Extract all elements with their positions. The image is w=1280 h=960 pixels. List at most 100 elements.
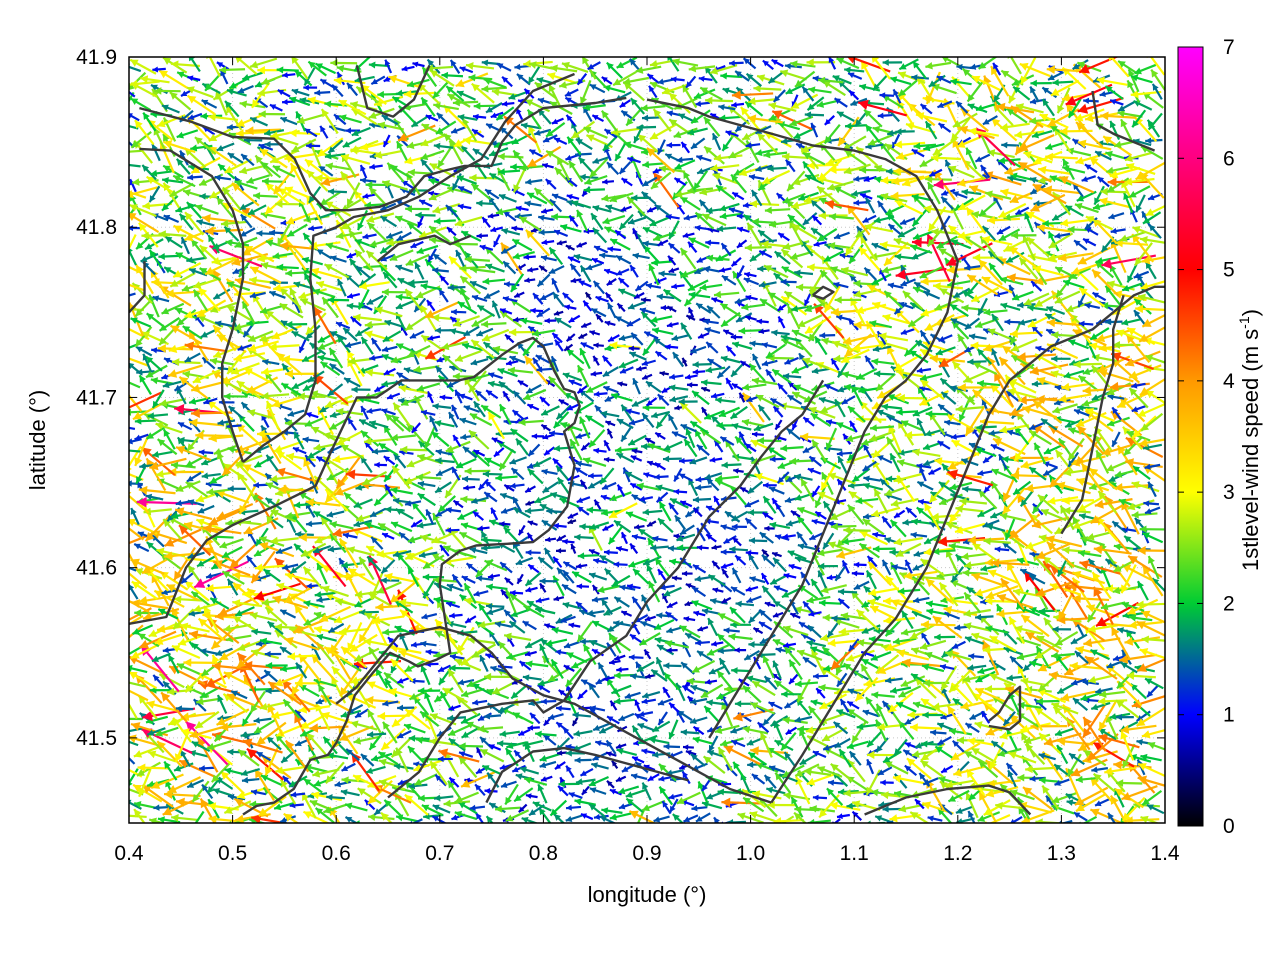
wind-vector-head [721, 797, 731, 808]
wind-vector [666, 626, 684, 634]
wind-vector-head [1038, 752, 1046, 760]
wind-vector-head [136, 768, 145, 776]
wind-vector-head [220, 771, 230, 780]
wind-vector-head [1128, 620, 1137, 630]
wind-vector [682, 744, 694, 751]
wind-vector-head [681, 570, 688, 577]
wind-vector [201, 783, 214, 800]
wind-vector [817, 766, 843, 778]
wind-vector [469, 804, 486, 811]
wind-vector [1104, 766, 1137, 776]
wind-vector [438, 748, 480, 763]
wind-vector-head [616, 666, 622, 673]
wind-vector-head [629, 810, 639, 819]
wind-vector [1054, 727, 1076, 737]
wind-vector [264, 743, 281, 776]
wind-vector [157, 816, 181, 823]
wind-vector [237, 748, 260, 767]
wind-vector [1144, 677, 1164, 690]
wind-vector-head [134, 801, 142, 809]
wind-vector-head [663, 743, 670, 750]
wind-vector-head [134, 809, 142, 818]
wind-vector-head [118, 784, 126, 791]
wind-vector [344, 816, 359, 823]
wind-vector-head [812, 794, 819, 801]
wind-vector [691, 805, 708, 812]
wind-vector-head [923, 779, 930, 786]
wind-vector [284, 636, 320, 651]
wind-vector-head [368, 813, 376, 822]
wind-vector-head [659, 786, 667, 795]
wind-vector-head [616, 747, 624, 755]
wind-vector-head [341, 776, 349, 784]
wind-vector [672, 813, 685, 823]
wind-vector-head [910, 723, 918, 732]
wind-vector-head [384, 799, 392, 808]
wind-vector-head [935, 746, 943, 754]
wind-vector [256, 751, 272, 762]
wind-vector [486, 607, 505, 616]
wind-vector-head [311, 791, 320, 800]
wind-vector-head [1137, 775, 1148, 785]
wind-vector [697, 781, 709, 803]
wind-vector-head [241, 776, 249, 784]
wind-vector [985, 786, 1019, 798]
wind-vector-head [408, 746, 416, 754]
wind-vector-head [359, 608, 366, 616]
wind-vector-head [658, 775, 665, 782]
wind-vector [914, 798, 925, 810]
wind-vector [841, 560, 850, 574]
wind-vector [806, 639, 827, 648]
wind-vector [389, 579, 419, 604]
wind-vector [768, 765, 786, 774]
wind-vector-head [995, 801, 1003, 810]
wind-vector-head [642, 782, 649, 790]
wind-vector-head [224, 767, 232, 775]
wind-vector [407, 745, 425, 764]
wind-vector [591, 620, 612, 633]
wind-vector-head [514, 794, 522, 802]
wind-vector [153, 804, 171, 811]
wind-vector [866, 758, 875, 775]
wind-vector-head [119, 737, 126, 743]
wind-vector-head [312, 769, 321, 778]
wind-vector [629, 633, 643, 644]
wind-vector-head [326, 793, 333, 801]
wind-vector-head [1095, 800, 1102, 807]
wind-vector [314, 807, 335, 823]
wind-vector-head [375, 602, 384, 612]
wind-vector-head [866, 786, 874, 795]
wind-vector-head [662, 801, 669, 808]
wind-vector-head [535, 730, 542, 738]
wind-vector-head [939, 781, 949, 789]
wind-vector [758, 609, 773, 622]
wind-vector-head [448, 738, 456, 746]
wind-vector [191, 810, 205, 823]
wind-vector [571, 570, 592, 584]
wind-vector [663, 586, 682, 597]
wind-vector-head [353, 737, 362, 745]
wind-vector-head [974, 721, 983, 729]
wind-vector-head [208, 814, 217, 823]
wind-vector-head [1121, 791, 1131, 801]
wind-vector-head [260, 774, 269, 782]
wind-vector [783, 572, 797, 579]
wind-vector-head [153, 804, 160, 811]
wind-vector-shaft [129, 801, 142, 810]
wind-vector-head [251, 813, 262, 823]
wind-vector-head [148, 750, 157, 759]
wind-vector [617, 785, 640, 795]
wind-vector-head [837, 788, 845, 796]
wind-vector [901, 658, 941, 668]
wind-vector-head [1054, 779, 1061, 786]
wind-vector [525, 793, 538, 799]
wind-vector-head [849, 751, 857, 759]
wind-vector-head [884, 761, 893, 769]
wind-vector [262, 786, 283, 804]
wind-vector [429, 760, 448, 786]
wind-vector-head [1141, 730, 1151, 739]
wind-vector [613, 596, 630, 608]
wind-vector [892, 774, 925, 785]
wind-vector [1141, 728, 1165, 739]
wind-vector [920, 742, 946, 762]
